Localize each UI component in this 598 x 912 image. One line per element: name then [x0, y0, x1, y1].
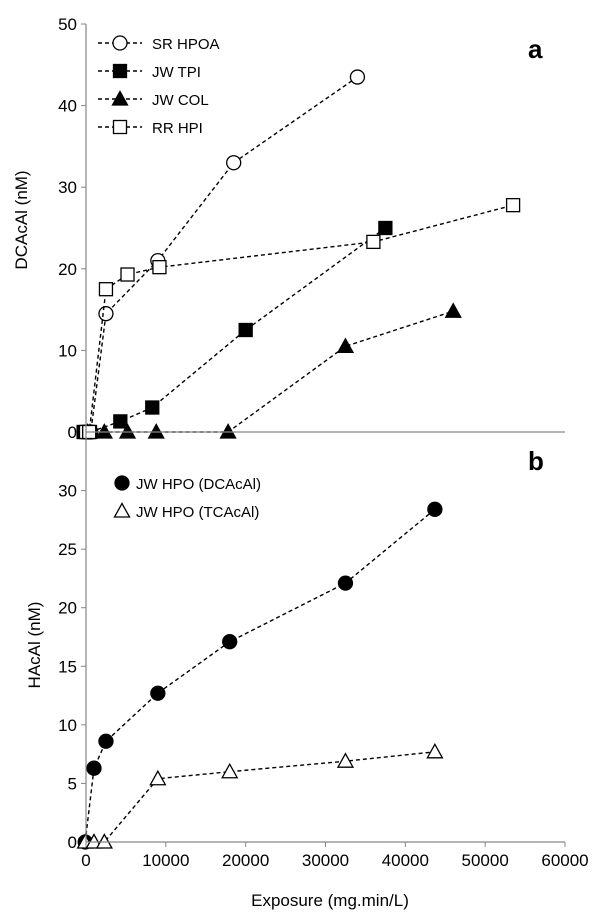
panel-b-plot: 0 5 10 15 20 25 30	[58, 482, 444, 852]
panel-a-data-point	[219, 423, 237, 439]
panel-a-series-line	[87, 310, 454, 433]
x-tick-label: 0	[81, 851, 90, 870]
panel-a-y-tick-label: 40	[58, 97, 77, 116]
panel-a-series-line	[86, 204, 514, 433]
legend-a-label: RR HPI	[152, 120, 203, 137]
panel-a-y-axis-label: DCAcAl (nM)	[12, 170, 31, 269]
panel-a-data-point	[98, 306, 114, 322]
panel-a-data-point	[226, 155, 242, 171]
panel-a-data-point	[98, 282, 114, 297]
x-tick-label: 50000	[462, 851, 509, 870]
legend-b-label: JW HPO (DCAcAl)	[136, 476, 261, 493]
panel-a-data-point	[152, 260, 167, 275]
legend-panel-a: SR HPOA JW TPI JW COL RR HPI	[98, 35, 220, 137]
legend-a-label: JW COL	[152, 92, 209, 109]
panel-b-data-point	[336, 752, 355, 768]
panel-a-y-tick-label: 0	[68, 423, 77, 442]
panel-b-y-tick-label: 15	[58, 657, 77, 676]
panel-a-data-point	[120, 267, 135, 282]
legend-b-label: JW HPO (TCAcAl)	[136, 504, 259, 521]
panel-b-y-tick-label: 20	[58, 599, 77, 618]
panel-b-y-axis-label: HAcAl (nM)	[25, 602, 44, 689]
panel-a-data-point	[349, 69, 366, 85]
x-tick-label: 30000	[302, 851, 349, 870]
x-axis-label: Exposure (mg.min/L)	[251, 891, 409, 910]
legend-a-label: SR HPOA	[152, 36, 220, 53]
panel-a-data-point	[95, 423, 113, 439]
x-tick-label: 10000	[142, 851, 189, 870]
x-tick-label: 40000	[382, 851, 429, 870]
panel-a-letter: a	[528, 34, 543, 64]
panel-a-data-point	[336, 337, 355, 353]
panel-a-y-tick-label: 30	[58, 178, 77, 197]
panel-b-y-tick-label: 5	[68, 774, 77, 793]
x-tick-label: 20000	[222, 851, 269, 870]
panel-b-data-point	[426, 742, 444, 759]
panel-b-series-line	[85, 751, 435, 843]
panel-a-y-tick-label: 20	[58, 260, 77, 279]
legend-b-marker	[113, 502, 131, 518]
panel-a-y-tick-label: 10	[58, 341, 77, 360]
panel-b-data-point	[337, 575, 354, 591]
panel-b-data-point	[427, 501, 443, 517]
panel-a-y-tick-label: 50	[58, 15, 77, 34]
panel-b-data-point	[150, 685, 166, 701]
legend-a-marker	[112, 63, 128, 79]
panel-b-data-point	[86, 760, 102, 776]
panel-b-data-point	[149, 769, 167, 786]
panel-a-plot: 0 10 20 30 40 50	[58, 15, 521, 442]
legend-a-marker	[112, 35, 128, 51]
panel-a-data-point	[378, 220, 393, 236]
panel-b-y-tick-label: 0	[68, 833, 77, 852]
panel-a-data-point	[444, 302, 462, 318]
plot-area: 0 10 20 30 40 50 0 5 10 15 20 25 30 0 10000 20000 30000 4…	[58, 15, 589, 870]
panel-b-data-point	[221, 762, 239, 779]
legend-b-marker	[114, 475, 130, 491]
panel-a-data-point	[145, 400, 160, 415]
legend-a-marker	[111, 90, 129, 106]
panel-b-data-point	[98, 733, 114, 749]
panel-a-data-point	[238, 322, 253, 338]
panel-b-y-tick-label: 25	[58, 540, 77, 559]
panel-a-data-point	[113, 414, 128, 429]
panel-a-data-point	[505, 198, 521, 213]
panel-b-data-point	[85, 833, 103, 849]
panel-b-letter: b	[528, 446, 544, 476]
legend-a-label: JW TPI	[152, 64, 201, 81]
panel-b-y-tick-label: 10	[58, 716, 77, 735]
panel-b-series-line	[84, 508, 436, 843]
legend-panel-b: JW HPO (DCAcAl) JW HPO (TCAcAl)	[113, 475, 261, 521]
panel-a-data-point	[366, 234, 381, 250]
panel-b-data-point	[222, 634, 238, 650]
x-tick-label: 60000	[541, 851, 588, 870]
panel-b-y-tick-label: 30	[58, 482, 77, 501]
panel-a-data-point	[147, 423, 165, 439]
panel-b-data-point	[95, 833, 113, 849]
legend-a-marker	[112, 119, 128, 135]
panel-a-data-point	[118, 423, 137, 439]
